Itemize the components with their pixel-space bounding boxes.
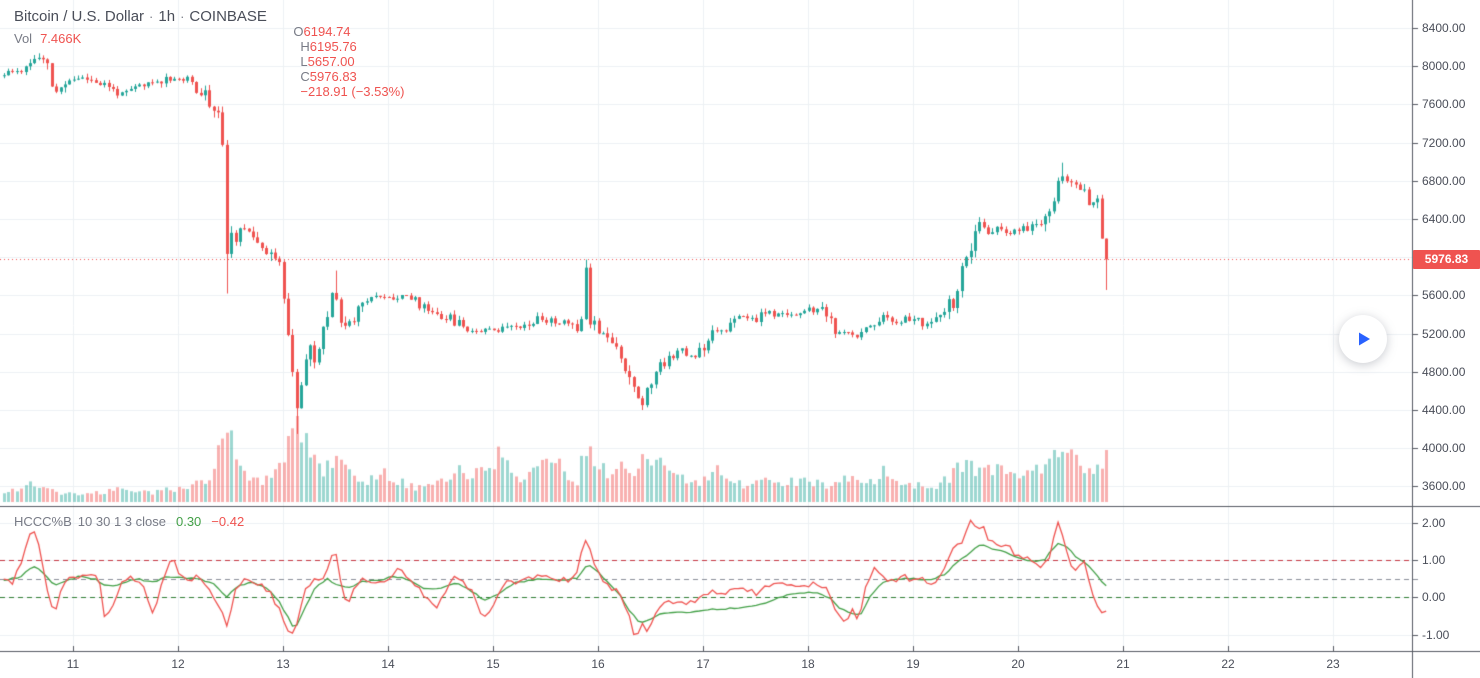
volume-value: 7.466K	[40, 31, 82, 46]
price-axis-label: 4800.00	[1422, 364, 1466, 379]
change-value: −218.91 (−3.53%)	[300, 84, 405, 99]
indicator-axis-label: 2.00	[1422, 515, 1446, 530]
time-axis-label: 23	[1326, 657, 1340, 671]
time-axis-label: 13	[276, 657, 290, 671]
time-axis-label: 17	[696, 657, 710, 671]
indicator-name: HCCC%B	[14, 514, 72, 529]
low-label: L	[300, 54, 308, 69]
price-axis-label: 6800.00	[1422, 173, 1466, 188]
time-axis-label: 14	[381, 657, 395, 671]
current-price-value: 5976.83	[1424, 252, 1469, 267]
goto-realtime-button[interactable]	[1339, 315, 1387, 363]
indicator-params: 10 30 1 3 close	[77, 514, 166, 529]
time-axis-label: 21	[1116, 657, 1130, 671]
open-label: O	[293, 24, 304, 39]
indicator-green-value: 0.30	[175, 514, 202, 529]
volume-legend[interactable]: Vol 7.466K	[14, 31, 81, 46]
high-value: 6195.76	[309, 39, 357, 54]
price-axis-label: 5600.00	[1422, 288, 1466, 303]
high-label: H	[300, 39, 310, 54]
volume-label: Vol	[14, 31, 33, 46]
close-value: 5976.83	[309, 69, 357, 84]
open-value: 6194.74	[303, 24, 351, 39]
time-axis-label: 15	[486, 657, 500, 671]
legend-separator: ·	[149, 9, 154, 24]
close-label: C	[300, 69, 310, 84]
chart-legend[interactable]: Bitcoin / U.S. Dollar · 1h · COINBASE O6…	[14, 8, 404, 114]
time-axis-label: 20	[1011, 657, 1025, 671]
time-axis[interactable]: 11 12 13 14 15 16 17 18 19 20 21 22 23	[0, 652, 1480, 678]
time-axis-label: 12	[171, 657, 185, 671]
indicator-red-value: −0.42	[211, 514, 245, 529]
interval-label[interactable]: 1h	[158, 8, 176, 25]
symbol-title: Bitcoin / U.S. Dollar	[14, 8, 145, 25]
indicator-axis-label: 0.00	[1422, 590, 1446, 605]
time-axis-label: 16	[591, 657, 605, 671]
time-axis-label: 18	[801, 657, 815, 671]
price-axis-label: 8000.00	[1422, 59, 1466, 74]
indicator-axis-label: -1.00	[1422, 627, 1450, 642]
ohlc-values: O6194.74 H6195.76 L5657.00 C5976.83 −218…	[279, 9, 405, 114]
time-axis-label: 11	[66, 657, 80, 671]
legend-separator: ·	[180, 9, 185, 24]
low-value: 5657.00	[307, 54, 355, 69]
indicator-axis-label: 1.00	[1422, 553, 1446, 567]
time-axis-label: 22	[1221, 657, 1235, 671]
price-axis-label: 3600.00	[1422, 479, 1466, 494]
time-axis-label: 19	[906, 657, 920, 671]
play-icon	[1354, 330, 1372, 348]
price-axis-label: 6400.00	[1422, 212, 1466, 226]
price-axis-label: 7200.00	[1422, 135, 1466, 150]
exchange-label: COINBASE	[189, 8, 267, 25]
price-axis-label: 7600.00	[1422, 97, 1466, 112]
price-axis-label: 5200.00	[1422, 326, 1466, 341]
price-axis-label: 8400.00	[1422, 21, 1466, 35]
indicator-legend[interactable]: HCCC%B 10 30 1 3 close 0.30 −0.42	[14, 514, 244, 529]
price-axis[interactable]: 8400.00 8000.00 7600.00 7200.00 6800.00 6400.…	[1412, 0, 1480, 651]
price-axis-label: 4400.00	[1422, 403, 1466, 417]
price-axis-label: 4000.00	[1422, 441, 1466, 456]
current-price-badge: 5976.83	[1413, 249, 1480, 269]
